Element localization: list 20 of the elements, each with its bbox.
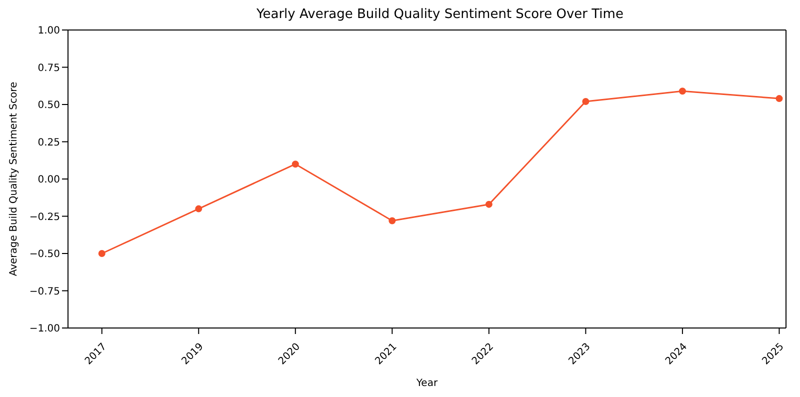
- point: [678, 88, 686, 95]
- y-tick-label: −1.00: [29, 324, 60, 335]
- point: [292, 160, 299, 168]
- chart-title: Yearly Average Build Quality Sentiment Score Over Time: [256, 7, 624, 22]
- y-tick-label: −0.25: [29, 212, 60, 223]
- point: [195, 205, 202, 212]
- y-tick-label: 1.00: [38, 26, 60, 37]
- y-axis-title: Average Build Quality Sentiment Score: [8, 82, 20, 276]
- point: [485, 200, 492, 208]
- point: [776, 95, 783, 102]
- y-tick-label: −0.75: [29, 286, 60, 298]
- y-tick-label: 0.00: [38, 174, 60, 186]
- y-tick-label: 0.50: [38, 100, 60, 112]
- point: [98, 250, 106, 257]
- y-tick-label: −0.50: [29, 249, 60, 260]
- point: [582, 98, 590, 106]
- x-axis-title: Year: [415, 378, 438, 389]
- y-tick-label: 0.75: [38, 62, 60, 74]
- y-tick-label: 0.25: [38, 137, 60, 148]
- point: [388, 217, 396, 224]
